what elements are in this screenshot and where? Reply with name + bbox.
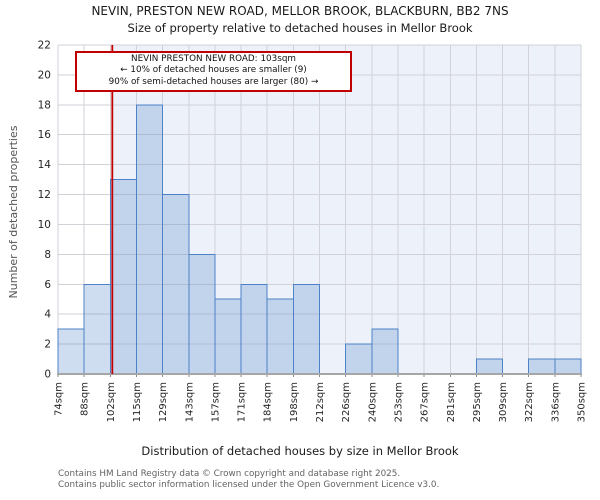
histogram-bar (135, 104, 164, 375)
footer: Contains HM Land Registry data © Crown c… (58, 469, 439, 490)
page-title: NEVIN, PRESTON NEW ROAD, MELLOR BROOK, B… (91, 4, 509, 18)
histogram-bar (83, 283, 111, 375)
histogram-bar (214, 298, 242, 375)
y-tick-label: 22 (38, 40, 51, 52)
x-tick-label: 322sqm (524, 382, 535, 422)
x-axis-title: Distribution of detached houses by size … (141, 444, 459, 458)
x-tick-label: 267sqm (420, 382, 431, 422)
footer-line-1: Contains HM Land Registry data © Crown c… (58, 469, 401, 479)
x-tick-label: 198sqm (289, 382, 300, 422)
y-tick-label: 10 (38, 219, 51, 231)
histogram-bar (371, 328, 399, 375)
x-tick-label: 336sqm (550, 382, 561, 422)
histogram-bar (528, 358, 556, 375)
x-tick-label: 295sqm (472, 382, 483, 422)
x-tick-label: 350sqm (577, 382, 588, 422)
y-tick-label: 12 (38, 189, 51, 201)
x-tick-label: 171sqm (237, 382, 248, 422)
x-tick-label: 74sqm (54, 382, 65, 416)
x-tick-label: 129sqm (158, 382, 169, 422)
histogram-bar (240, 283, 268, 375)
x-tick-label: 157sqm (210, 382, 221, 422)
x-tick-label: 212sqm (315, 382, 326, 422)
x-tick-label: 115sqm (132, 382, 143, 422)
x-tick-label: 88sqm (80, 382, 91, 416)
y-tick-label: 2 (44, 339, 51, 351)
footer-line-2: Contains public sector information licen… (58, 479, 440, 490)
y-tick-label: 6 (44, 279, 51, 291)
y-tick-label: 18 (38, 99, 51, 111)
y-tick-label: 8 (44, 249, 51, 261)
histogram-bar (109, 179, 137, 375)
histogram-bar (162, 194, 190, 375)
y-tick-label: 4 (44, 309, 51, 321)
x-tick-label: 143sqm (184, 382, 195, 422)
histogram-bar (292, 283, 321, 375)
annotation-line-2: ← 10% of detached houses are smaller (9) (120, 65, 307, 76)
annotation-line-1: NEVIN PRESTON NEW ROAD: 103sqm (131, 54, 296, 64)
histogram-bar (554, 358, 582, 375)
x-tick-label: 226sqm (341, 382, 352, 422)
x-tick-label: 102sqm (106, 382, 117, 422)
x-tick-label: 309sqm (498, 382, 509, 422)
histogram-bar (475, 358, 504, 375)
histogram-bar (57, 328, 85, 375)
page-subtitle: Size of property relative to detached ho… (127, 21, 473, 35)
annotation-box: NEVIN PRESTON NEW ROAD: 103sqm ← 10% of … (75, 51, 352, 93)
y-tick-label: 16 (38, 129, 52, 141)
x-tick-label: 184sqm (263, 382, 274, 422)
annotation-line-3: 90% of semi-detached houses are larger (… (108, 76, 319, 87)
x-tick-label: 253sqm (393, 382, 404, 422)
y-tick-label: 14 (38, 159, 52, 171)
histogram-bar (345, 343, 373, 375)
x-tick-label: 281sqm (446, 382, 457, 422)
x-tick-label: 240sqm (367, 382, 378, 422)
y-tick-label: 0 (44, 369, 51, 381)
histogram-bar (188, 253, 216, 375)
histogram-bar (266, 298, 294, 375)
y-tick-label: 20 (38, 69, 51, 81)
